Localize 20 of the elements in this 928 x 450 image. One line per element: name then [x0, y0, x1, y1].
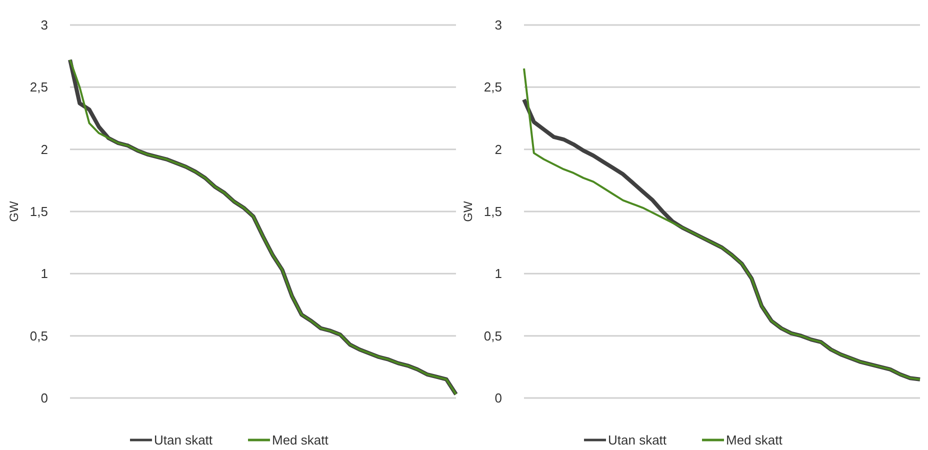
y-tick-label: 2,5 [484, 80, 502, 95]
legend-label: Med skatt [726, 432, 783, 448]
y-tick-label: 1,5 [484, 204, 502, 220]
legend-label: Utan skatt [154, 432, 213, 448]
y-tick-label: 2 [494, 142, 502, 157]
legend-label: Med skatt [272, 432, 329, 448]
y-axis-title: GW [7, 200, 21, 222]
y-tick-label: 3 [40, 18, 48, 33]
y-tick-label: 2,5 [30, 80, 48, 95]
y-tick-label: 3 [494, 18, 502, 33]
legend-label: Utan skatt [608, 432, 667, 448]
y-tick-label: 1 [40, 266, 48, 282]
y-tick-label: 2 [40, 142, 48, 157]
y-tick-label: 0,5 [484, 328, 502, 344]
y-tick-label: 1 [494, 266, 502, 282]
y-tick-label: 0 [40, 390, 48, 406]
y-tick-label: 1,5 [30, 204, 48, 220]
y-axis-title: GW [461, 200, 475, 222]
y-tick-label: 0 [494, 390, 502, 406]
y-tick-label: 0,5 [30, 328, 48, 344]
